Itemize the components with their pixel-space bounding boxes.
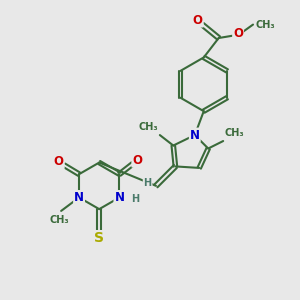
Text: O: O [132, 154, 142, 167]
Text: O: O [233, 27, 243, 40]
Text: N: N [74, 191, 84, 204]
Text: O: O [193, 14, 203, 27]
Text: O: O [54, 155, 64, 168]
Text: S: S [94, 231, 104, 245]
Text: N: N [190, 129, 200, 142]
Text: CH₃: CH₃ [139, 122, 158, 132]
Text: CH₃: CH₃ [50, 214, 70, 224]
Text: H: H [131, 194, 139, 204]
Text: CH₃: CH₃ [255, 20, 275, 30]
Text: H: H [143, 178, 152, 188]
Text: CH₃: CH₃ [225, 128, 244, 138]
Text: N: N [114, 191, 124, 204]
